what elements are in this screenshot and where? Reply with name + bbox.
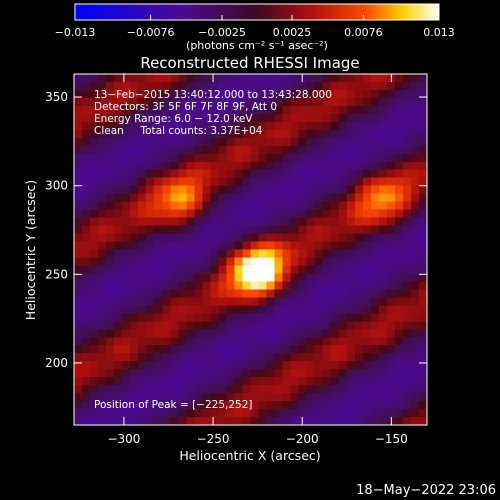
timestamp: 18−May−2022 23:06 xyxy=(356,483,496,498)
y-tick-label-2: 300 xyxy=(45,179,68,193)
colorbar-tick-label-3: 0.0025 xyxy=(273,26,312,39)
x-axis-label: Heliocentric X (arcsec) xyxy=(179,448,320,463)
info-detectors: Detectors: 3F 5F 6F 7F 8F 9F, Att 0 xyxy=(94,101,277,113)
info-energy-range: Energy Range: 6.0 − 12.0 keV xyxy=(94,113,253,125)
colorbar-unit-label: (photons cm⁻² s⁻¹ asec⁻²) xyxy=(186,39,328,52)
colorbar-tick-label-2: −0.0025 xyxy=(198,26,246,39)
colorbar-tick-label-4: 0.0076 xyxy=(344,26,383,39)
y-tick-label-1: 250 xyxy=(45,267,68,281)
heatmap-image xyxy=(74,74,427,425)
colorbar-tick-label-0: −0.013 xyxy=(55,26,96,39)
x-tick-label-2: −200 xyxy=(286,432,319,446)
x-tick-label-3: −150 xyxy=(375,432,408,446)
colorbar-tick-label-1: −0.0076 xyxy=(127,26,175,39)
info-clean-counts: Clean Total counts: 3.37E+04 xyxy=(94,125,263,137)
colorbar-ticks: −0.013 −0.0076 −0.0025 0.0025 0.0076 0.013 xyxy=(55,15,455,39)
x-tick-label-1: −250 xyxy=(197,432,230,446)
chart-title: Reconstructed RHESSI Image xyxy=(140,54,359,72)
plot-frame xyxy=(73,73,428,426)
y-tick-label-0: 200 xyxy=(45,356,68,370)
info-text-block: 13−Feb−2015 13:40:12.000 to 13:43:28.000… xyxy=(94,89,332,137)
info-time-range: 13−Feb−2015 13:40:12.000 to 13:43:28.000 xyxy=(94,89,332,101)
x-tick-label-0: −300 xyxy=(107,432,140,446)
peak-position-label: Position of Peak = [−225,252] xyxy=(94,399,253,411)
plot-area: −300 −250 −200 −150 200 250 300 350 13−Feb−2015… xyxy=(45,73,428,446)
axis-ticks: −300 −250 −200 −150 200 250 300 350 xyxy=(45,74,427,446)
colorbar xyxy=(74,3,440,21)
y-tick-label-3: 350 xyxy=(45,90,68,104)
y-axis-label: Heliocentric Y (arcsec) xyxy=(23,180,38,320)
colorbar-tick-label-5: 0.013 xyxy=(423,26,455,39)
